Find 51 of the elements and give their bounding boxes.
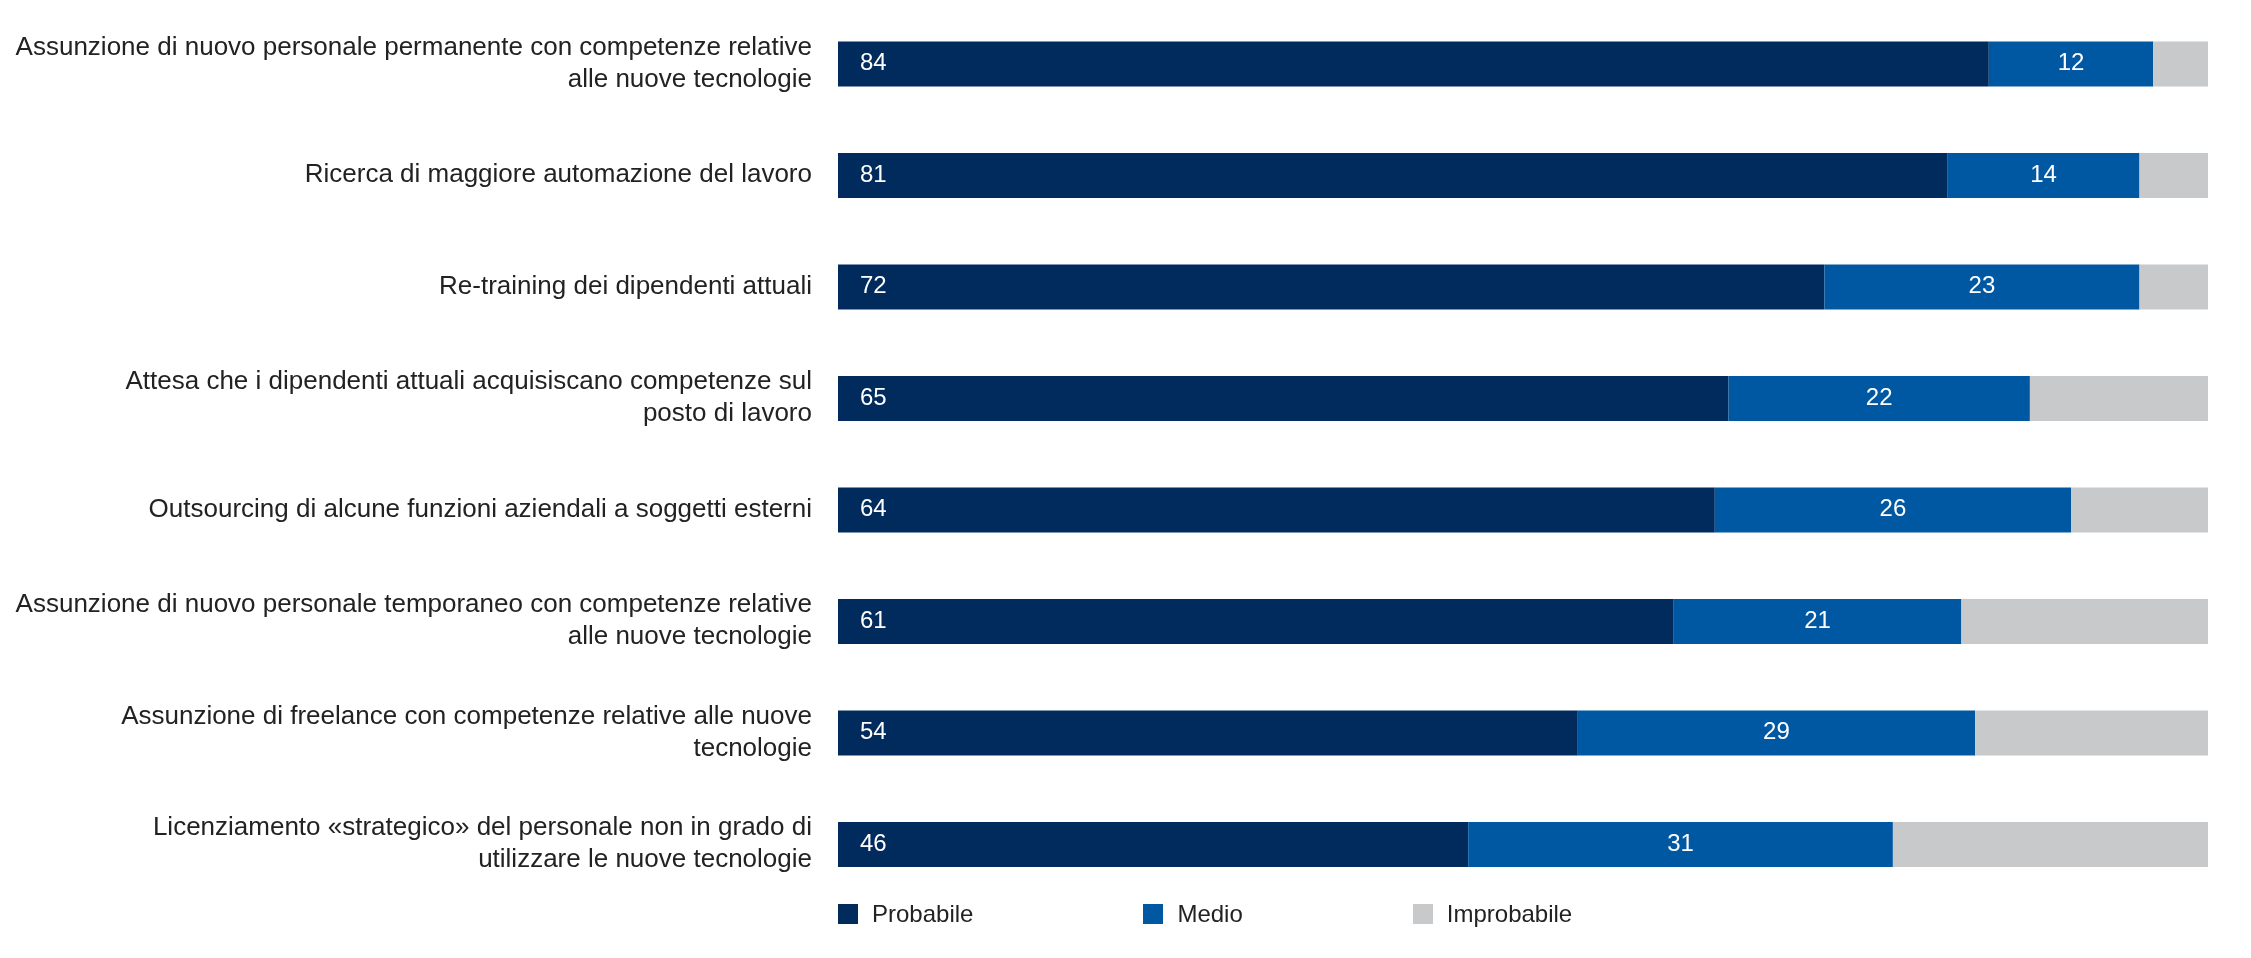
bar [2071, 487, 2208, 533]
legend-label: Improbabile [1446, 900, 1573, 928]
data-label: 65 [860, 382, 887, 410]
legend-label: Probabile [872, 900, 974, 928]
y-tick-label: Assunzione di freelance con competenze relative alle nuove tecnologie [121, 699, 812, 762]
bar [1824, 264, 2140, 310]
y-tick-label: Assunzione di nuovo personale permanente con competenze relative alle nuove tecnologie [15, 30, 812, 93]
data-label: 31 [1667, 828, 1694, 856]
data-label: 81 [860, 159, 887, 187]
data-label: 46 [860, 828, 887, 856]
data-label: 64 [860, 494, 887, 522]
data-label: 23 [1968, 271, 1996, 299]
bar [838, 487, 1715, 533]
y-tick-label: Licenziamento «strategico» del personale non in grado di utilizzare le nuove tecnologie [152, 811, 812, 874]
bar [1468, 821, 1893, 867]
y-tick-label: Re-training dei dipendenti attuali [439, 269, 812, 300]
bar [2139, 264, 2208, 310]
data-label: 26 [1879, 494, 1907, 522]
bar [2029, 375, 2208, 421]
bar [838, 41, 1989, 87]
bar [838, 598, 1674, 644]
data-label: 22 [1865, 382, 1893, 410]
bar [1728, 375, 2030, 421]
bar [1714, 487, 2071, 533]
y-tick-label: Assunzione di nuovo personale temporaneo con competenze relative alle nuove tecnologie [15, 588, 812, 651]
bar [838, 375, 1729, 421]
data-label: 72 [860, 271, 887, 299]
bar [838, 710, 1578, 756]
bar [2153, 41, 2208, 87]
data-label: 54 [860, 717, 887, 745]
data-label: 21 [1804, 605, 1831, 633]
bar [838, 152, 1948, 198]
bar [1961, 598, 2208, 644]
legend-label: Medio [1177, 900, 1243, 928]
data-label: 14 [2030, 159, 2057, 187]
bar [1577, 710, 1976, 756]
y-tick-label: Outsourcing di alcune funzioni aziendali a soggetti esterni [148, 492, 812, 523]
y-tick-label: Attesa che i dipendenti attuali acquisiscano competenze sul posto di lavoro [125, 365, 812, 428]
bar [1947, 152, 2140, 198]
bar [1673, 598, 1962, 644]
data-label: 29 [1763, 717, 1790, 745]
data-label: 84 [860, 48, 887, 76]
bar [1892, 821, 2208, 867]
bar [1988, 41, 2154, 87]
bar [2139, 152, 2208, 198]
bar [838, 264, 1825, 310]
data-label: 61 [860, 605, 887, 633]
bar [838, 821, 1469, 867]
bar [1975, 710, 2208, 756]
data-label: 12 [2057, 48, 2085, 76]
y-tick-label: Ricerca di maggiore automazione del lavoro [304, 158, 812, 189]
